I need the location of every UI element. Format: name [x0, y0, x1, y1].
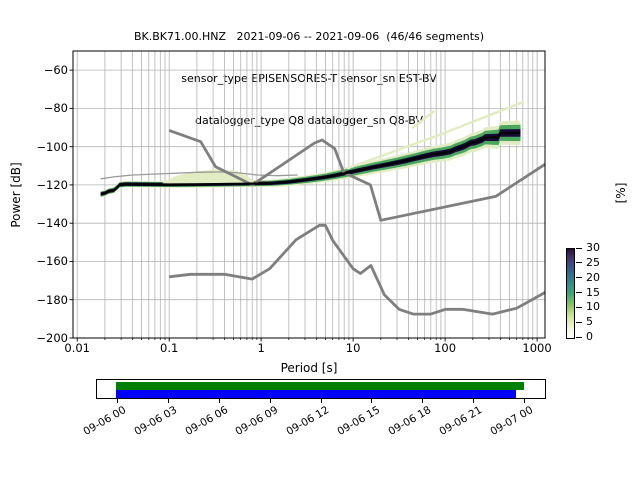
y-tick-label: −140: [36, 216, 68, 231]
x-tick-label: 10: [345, 341, 361, 355]
timeline-tick: [473, 399, 475, 403]
timeline-coverage-segment: [116, 381, 524, 390]
timeline-tick: [524, 399, 525, 403]
title-line-1: BK.BK71.00.HNZ 2021-09-06 -- 2021-09-06 …: [133, 30, 485, 43]
colorbar-tick: [576, 292, 582, 293]
y-tick-label: −120: [36, 177, 68, 192]
colorbar-tick-label: 15: [586, 285, 600, 299]
timeline-tick: [371, 399, 373, 403]
colorbar-tick: [576, 262, 582, 264]
y-tick-label: −160: [36, 254, 68, 269]
colorbar-tick: [576, 321, 582, 323]
timeline-coverage-bar: [96, 379, 546, 399]
timeline-tick: [320, 399, 322, 403]
timeline-tick: [218, 399, 220, 403]
colorbar: [566, 248, 575, 339]
colorbar-tick-label: 5: [586, 315, 593, 329]
y-tick-label: −100: [36, 139, 68, 154]
colorbar-tick-label: 0: [586, 330, 593, 343]
timeline-tick: [117, 399, 118, 403]
y-tick-label: −200: [36, 331, 68, 345]
x-tick-label: 0.01: [64, 341, 90, 355]
x-axis-label: Period [s]: [280, 361, 338, 375]
timeline-tick: [422, 399, 424, 403]
x-tick-label: 0.1: [160, 341, 179, 355]
timeline-used-segment: [116, 389, 516, 398]
x-tick-label: 100: [434, 341, 457, 355]
colorbar-tick: [576, 277, 582, 279]
colorbar-tick-label: 20: [586, 270, 600, 284]
y-tick-label: −80: [43, 101, 68, 116]
plot-contents: [73, 51, 545, 338]
colorbar-tick-label: 30: [586, 241, 600, 254]
x-tick-label: 1: [257, 341, 265, 355]
timeline-tick: [167, 399, 169, 403]
y-tick-label: −180: [36, 292, 68, 307]
title-line-3: datalogger_type Q8 datalogger_sn Q8-BV: [194, 114, 424, 127]
y-axis-label: Power [dB]: [9, 162, 23, 228]
colorbar-tick-label: 25: [586, 255, 600, 269]
colorbar-tick: [576, 306, 582, 308]
x-tick-label: 1000: [522, 341, 552, 355]
timeline-tick: [269, 399, 271, 403]
colorbar-tick: [576, 336, 582, 338]
y-tick-label: −60: [43, 63, 68, 78]
right-axis-label: [%]: [614, 182, 628, 204]
colorbar-tick: [576, 247, 582, 249]
colorbar-tick-label: 10: [586, 300, 600, 314]
